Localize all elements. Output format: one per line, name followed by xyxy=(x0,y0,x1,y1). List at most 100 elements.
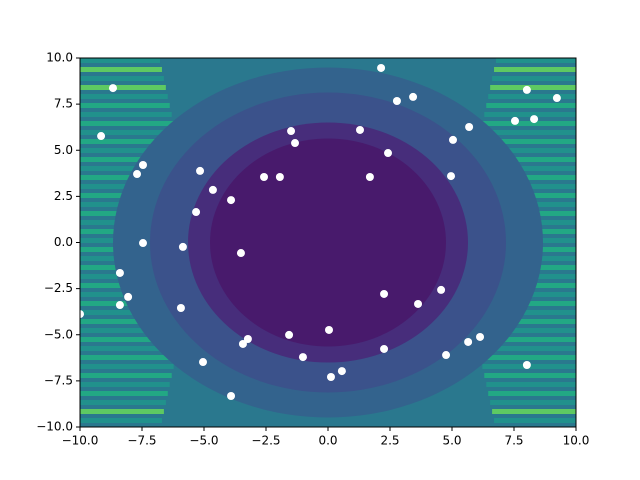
contour-band xyxy=(478,346,576,351)
scatter-point xyxy=(133,170,142,179)
contour-band xyxy=(474,328,576,333)
scatter-point xyxy=(464,337,473,346)
scatter-point xyxy=(208,185,217,194)
scatter-point xyxy=(437,285,446,294)
contour-band xyxy=(490,85,576,90)
y-tick-label: 2.5 xyxy=(54,189,73,203)
contour-band xyxy=(80,139,178,144)
scatter-point xyxy=(287,127,296,136)
contour-band xyxy=(494,67,576,72)
contour-band xyxy=(486,103,576,108)
x-tick-label: 10.0 xyxy=(563,434,590,448)
scatter-point xyxy=(298,353,307,362)
contour-level xyxy=(210,138,446,347)
y-tick-label: −5.0 xyxy=(44,327,73,341)
scatter-point xyxy=(108,84,117,93)
scatter-point xyxy=(377,63,386,72)
scatter-point xyxy=(196,166,205,175)
contour-band xyxy=(492,76,576,81)
scatter-point xyxy=(392,96,401,105)
scatter-point xyxy=(176,303,185,312)
scatter-point xyxy=(192,208,201,217)
contour-band xyxy=(80,364,174,369)
scatter-point xyxy=(291,139,300,148)
contour-band xyxy=(472,319,576,324)
contour-band xyxy=(80,319,184,324)
scatter-point xyxy=(275,173,284,182)
contour-band xyxy=(496,58,576,63)
y-tick-label: −7.5 xyxy=(44,373,73,387)
scatter-point xyxy=(80,310,84,319)
contour-band xyxy=(80,418,162,423)
x-tick-label: −5.0 xyxy=(189,434,218,448)
contour-band xyxy=(80,121,174,126)
scatter-point xyxy=(337,367,346,376)
contour-band xyxy=(80,112,172,117)
contour-band xyxy=(474,157,576,162)
contour-band xyxy=(472,166,576,171)
scatter-point xyxy=(115,301,124,310)
scatter-point xyxy=(355,125,364,134)
contour-band xyxy=(80,157,182,162)
contour-band xyxy=(80,355,176,360)
scatter-point xyxy=(365,173,374,182)
contour-band xyxy=(484,373,576,378)
scatter-point xyxy=(115,268,124,277)
scatter-point xyxy=(384,149,393,158)
contour-band xyxy=(80,166,184,171)
scatter-point xyxy=(227,196,236,205)
x-tick-label: 2.5 xyxy=(380,434,399,448)
contour-band xyxy=(80,67,162,72)
contour-band xyxy=(482,121,576,126)
scatter-point xyxy=(178,242,187,251)
scatter-point xyxy=(476,332,485,341)
contour-band xyxy=(80,94,168,99)
scatter-point xyxy=(138,239,147,248)
scatter-point xyxy=(324,325,333,334)
scatter-point xyxy=(552,94,561,103)
scatter-point xyxy=(448,135,457,144)
contour-band xyxy=(482,364,576,369)
scatter-point xyxy=(199,358,208,367)
scatter-point xyxy=(260,173,269,182)
y-tick-label: −2.5 xyxy=(44,281,73,295)
scatter-point xyxy=(380,344,389,353)
scatter-point xyxy=(236,249,245,258)
y-tick-label: 10.0 xyxy=(46,51,73,65)
contour-band xyxy=(488,391,576,396)
scatter-point xyxy=(510,116,519,125)
scatter-point xyxy=(124,292,133,301)
contour-band xyxy=(476,148,576,153)
contour-band xyxy=(80,148,180,153)
contour-band xyxy=(80,76,164,81)
contour-band xyxy=(80,85,166,90)
x-tick-label: 5.0 xyxy=(442,434,461,448)
scatter-point xyxy=(97,132,106,141)
scatter-point xyxy=(138,161,147,170)
scatter-point xyxy=(238,339,247,348)
contour-band xyxy=(80,382,170,387)
scatter-point xyxy=(465,123,474,132)
contour-band xyxy=(488,94,576,99)
contour-band xyxy=(80,400,166,405)
contour-band xyxy=(480,355,576,360)
scatter-point xyxy=(243,334,252,343)
scatter-point xyxy=(442,351,451,360)
contour-band xyxy=(494,418,576,423)
contour-band xyxy=(80,391,168,396)
contour-band xyxy=(80,58,160,63)
scatter-point xyxy=(530,115,539,124)
contour-band xyxy=(80,337,180,342)
scatter-point xyxy=(447,172,456,181)
contour-band xyxy=(80,409,164,414)
y-tick-label: 0.0 xyxy=(54,235,73,249)
scatter-point xyxy=(522,85,531,94)
contour-band xyxy=(480,130,576,135)
scatter-point xyxy=(414,299,423,308)
scatter-point xyxy=(285,330,294,339)
contour-band xyxy=(486,382,576,387)
scatter-point xyxy=(380,289,389,298)
contour-background xyxy=(80,58,576,427)
scatter-point xyxy=(227,392,236,401)
